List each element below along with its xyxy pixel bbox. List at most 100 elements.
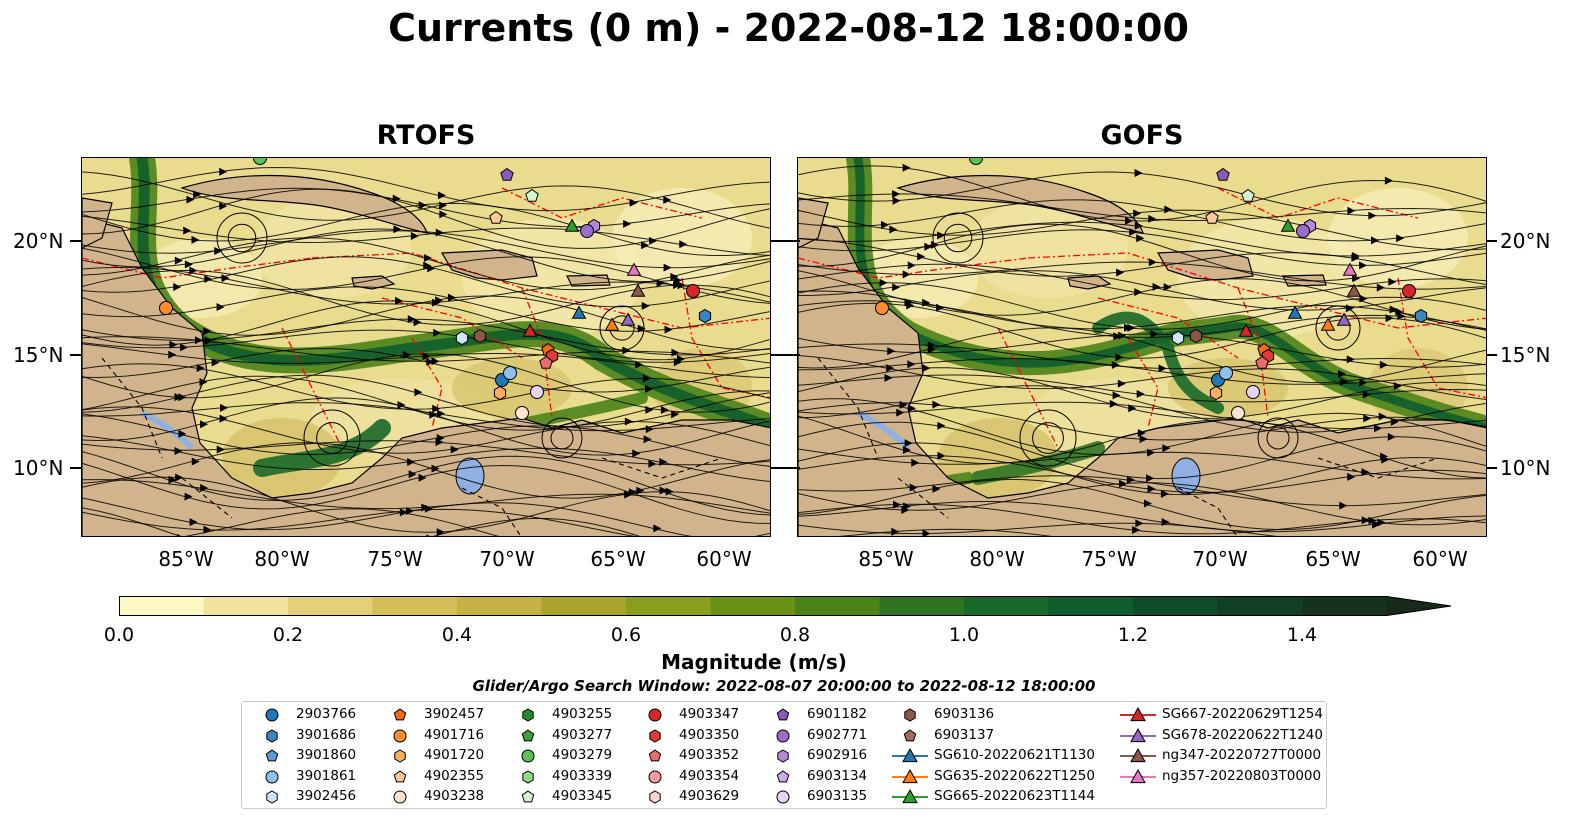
legend-label: ng357-20220803T0000 xyxy=(1162,767,1322,784)
streamline xyxy=(184,508,770,536)
eez-line xyxy=(1237,287,1269,419)
streamline-arrow xyxy=(1160,489,1169,498)
streamline-arrow xyxy=(1346,355,1355,364)
streamline-arrow xyxy=(1371,236,1380,245)
streamline-arrow xyxy=(884,373,893,382)
legend-shape xyxy=(648,708,662,722)
streamline-arrow xyxy=(200,483,209,492)
streamline xyxy=(798,165,1486,222)
legend-marker-icon xyxy=(648,749,662,762)
streamline xyxy=(798,237,1486,285)
streamline-arrow xyxy=(191,235,200,244)
tick xyxy=(770,354,800,356)
streamline-arrow xyxy=(1376,283,1385,292)
lat-label-10n-left: 10°N xyxy=(13,456,64,480)
rtofs-current-map xyxy=(82,158,770,536)
map-gofs[interactable] xyxy=(797,157,1487,537)
streamline xyxy=(82,230,770,269)
legend-shape xyxy=(393,790,407,804)
streamline-arrow xyxy=(892,190,901,199)
streamline-arrow xyxy=(902,163,911,172)
streamline-arrow xyxy=(881,220,890,229)
streamline-arrow xyxy=(665,487,674,496)
streamline-arrow xyxy=(437,191,446,200)
legend-label: 6902916 xyxy=(807,747,868,763)
land-mass xyxy=(351,275,396,290)
streamline-arrow xyxy=(902,445,911,454)
streamline xyxy=(798,333,1486,368)
streamline-arrow xyxy=(907,360,916,369)
legend-shape xyxy=(521,749,535,763)
platform-marker xyxy=(1296,224,1310,238)
streamline-arrow xyxy=(1347,472,1356,481)
streamline xyxy=(82,375,770,431)
lon-label-85w-right: 85°W xyxy=(858,547,914,571)
legend-shape xyxy=(266,790,278,804)
streamline-arrow xyxy=(168,475,177,484)
streamline-arrow xyxy=(1162,444,1171,453)
streamline-arrow xyxy=(1119,479,1128,488)
map-rtofs[interactable] xyxy=(81,157,771,537)
streamline-arrow xyxy=(423,261,432,270)
streamline-arrow xyxy=(1368,211,1377,220)
legend-label: 3901860 xyxy=(296,747,357,763)
legend-shape xyxy=(522,769,534,784)
streamline-arrow xyxy=(410,231,419,240)
streamline xyxy=(82,353,770,413)
legend-marker-icon xyxy=(265,770,279,783)
legend-label: 4903352 xyxy=(679,747,740,763)
streamline-arrow xyxy=(632,449,641,458)
tick xyxy=(70,240,81,242)
streamline xyxy=(82,166,770,212)
streamline-arrow xyxy=(1117,379,1126,388)
lon-label-80w-right: 80°W xyxy=(969,547,1025,571)
streamline-arrow xyxy=(660,406,669,415)
streamline-arrow xyxy=(186,195,195,204)
eddy-streamline xyxy=(316,422,348,454)
eez-line xyxy=(1397,277,1486,399)
eez-line xyxy=(281,327,343,449)
streamline xyxy=(798,367,1486,419)
streamline-arrow xyxy=(1158,364,1167,373)
legend-shape xyxy=(649,728,661,743)
streamline-arrow xyxy=(659,486,668,495)
streamline-arrow xyxy=(1111,360,1120,369)
legend-marker-icon xyxy=(776,790,790,804)
lat-label-20n-right: 20°N xyxy=(1500,229,1551,253)
streamline-arrow xyxy=(204,336,213,345)
colorbar-segment xyxy=(457,596,542,616)
panel-title-rtofs: RTOFS xyxy=(376,120,476,151)
streamline-arrow xyxy=(203,327,212,336)
legend-marker-icon xyxy=(265,749,279,762)
legend-marker-icon xyxy=(648,708,662,722)
colorbar-tick: 1.0 xyxy=(948,624,980,646)
streamline-arrow xyxy=(937,421,946,430)
streamline-arrow xyxy=(219,167,228,176)
colorbar-segment xyxy=(1217,596,1303,616)
streamline-arrow xyxy=(418,473,427,482)
streamline-arrow xyxy=(1393,381,1402,390)
legend-marker-icon xyxy=(1120,727,1156,742)
speed-patch xyxy=(858,238,978,318)
lat-label-10n-right: 10°N xyxy=(1500,456,1551,480)
legend-shape xyxy=(265,749,279,762)
platform-marker xyxy=(503,366,517,380)
streamline xyxy=(798,355,1486,401)
legend-label: 4901720 xyxy=(424,747,485,763)
streamline-arrow xyxy=(414,388,423,397)
colorbar-segment xyxy=(1302,596,1387,616)
eddy-streamline xyxy=(541,417,583,459)
current-band xyxy=(971,441,1105,485)
streamline-arrow xyxy=(1146,474,1155,483)
legend-marker-icon xyxy=(521,790,535,803)
streamline-arrow xyxy=(189,518,198,527)
streamline-arrow xyxy=(1147,448,1156,457)
streamline-arrow xyxy=(1385,314,1394,323)
colorbar-tick: 0.2 xyxy=(272,624,304,646)
streamline-arrow xyxy=(178,393,187,402)
legend: 2903766 3901686 3901860 3901861 3902456 39024… xyxy=(241,701,1327,809)
streamline-arrow xyxy=(1390,417,1399,426)
lon-label-85w-left: 85°W xyxy=(158,547,214,571)
streamline-arrow xyxy=(659,458,668,467)
streamline-arrow xyxy=(407,315,416,324)
